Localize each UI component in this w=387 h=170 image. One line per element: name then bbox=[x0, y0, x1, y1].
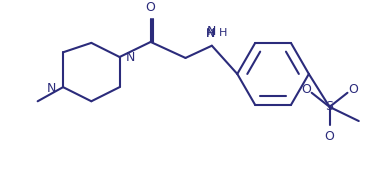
Text: O: O bbox=[348, 82, 358, 96]
Text: S: S bbox=[325, 100, 334, 113]
Text: N: N bbox=[126, 52, 135, 64]
Text: H: H bbox=[206, 29, 214, 39]
Text: H: H bbox=[218, 28, 227, 38]
Text: N: N bbox=[207, 25, 217, 38]
Text: O: O bbox=[146, 1, 156, 14]
Text: N: N bbox=[47, 82, 57, 95]
Text: O: O bbox=[301, 82, 311, 96]
Text: O: O bbox=[325, 130, 334, 143]
Text: N: N bbox=[205, 27, 215, 40]
